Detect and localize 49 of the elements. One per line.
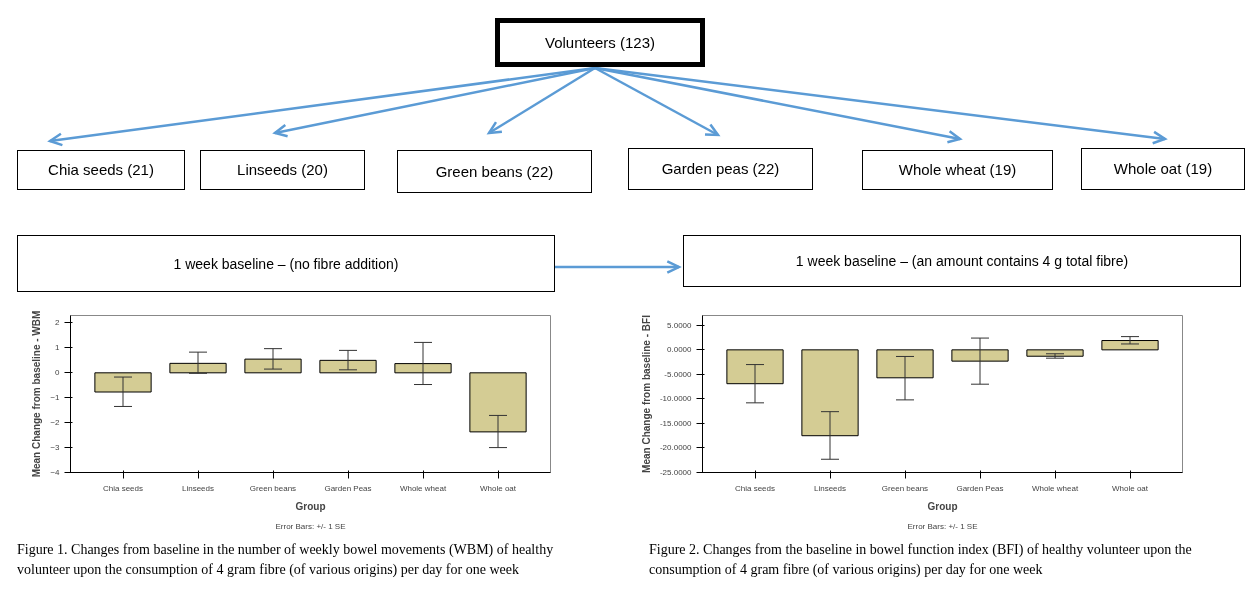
x-axis-title: Group	[927, 500, 958, 512]
text: Chia seeds (21)	[17, 150, 185, 190]
x-tick-label: Whole wheat	[399, 483, 447, 493]
x-tick-label: Linseeds	[813, 483, 847, 493]
y-tick-label: 0.0000	[667, 345, 693, 355]
y-tick-label: -5.0000	[664, 369, 693, 379]
y-tick-label: -10.0000	[659, 394, 693, 404]
y-tick-label: 5.0000	[667, 320, 693, 330]
y-tick-label: -25.0000	[659, 468, 693, 477]
caption: Figure 1. Changes from baseline in the number of weekly bowel movements (WBM) of healthy volunteer upon the consumption of 4 gram fibre (of various origins) per day for one week	[17, 541, 555, 579]
y-tick-label: −2	[50, 418, 61, 428]
x-tick-label: Whole oat	[479, 483, 517, 493]
text: 1 week baseline – (no fibre addition)	[17, 235, 555, 292]
x-axis-title: Group	[295, 500, 326, 512]
y-tick-label: −3	[50, 443, 61, 453]
x-tick-label: Garden Peas	[324, 483, 372, 493]
text: Error Bars: +/- 1 SE	[275, 521, 346, 531]
x-tick-label: Garden Peas	[956, 483, 1004, 493]
y-tick-label: −1	[50, 393, 61, 403]
x-tick-label: Whole oat	[1111, 483, 1149, 493]
text: 1 week baseline – (an amount contains 4 g total fibre)	[683, 235, 1241, 287]
bar	[169, 362, 227, 374]
bar	[244, 358, 302, 374]
bar	[319, 359, 377, 374]
x-tick-label: Green beans	[881, 483, 929, 493]
text: Garden peas (22)	[628, 148, 813, 190]
y-tick-label: 0	[55, 368, 61, 378]
text: Whole wheat (19)	[862, 150, 1053, 190]
y-tick-label: -15.0000	[659, 418, 693, 428]
bar	[94, 372, 152, 393]
x-tick-label: Linseeds	[181, 483, 215, 493]
text: Green beans (22)	[397, 150, 592, 193]
x-tick-label: Whole wheat	[1031, 483, 1079, 493]
y-tick-label: −4	[50, 468, 61, 477]
y-axis-title: Mean Change from baseline - WBM	[31, 310, 43, 478]
bar	[469, 372, 527, 433]
x-tick-label: Chia seeds	[102, 483, 144, 493]
text: Volunteers (123)	[495, 18, 705, 67]
caption: Figure 2. Changes from the baseline in bowel function index (BFI) of healthy volunteer upon the consumption of 4 gram fibre (of various origins) per day for one week	[649, 541, 1193, 579]
bar	[394, 363, 452, 374]
text: Error Bars: +/- 1 SE	[907, 521, 978, 531]
text: Linseeds (20)	[200, 150, 365, 190]
y-axis-title: Mean Change from baseline - BFI	[640, 314, 652, 473]
y-tick-label: -20.0000	[659, 443, 693, 453]
text: Whole oat (19)	[1081, 148, 1245, 190]
x-tick-label: Green beans	[249, 483, 297, 493]
x-tick-label: Chia seeds	[734, 483, 776, 493]
y-tick-label: 2	[55, 318, 61, 328]
y-tick-label: 1	[55, 343, 61, 353]
